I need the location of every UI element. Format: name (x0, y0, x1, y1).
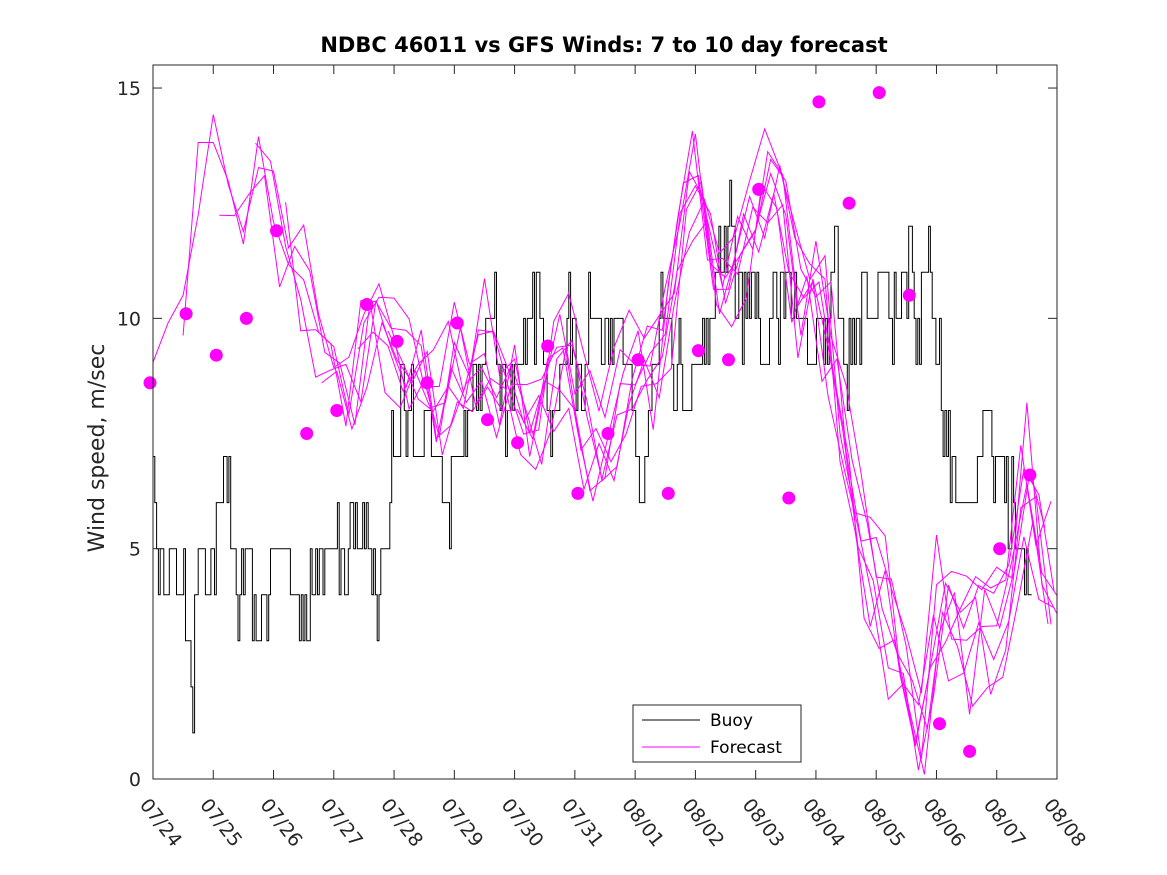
forecast-marker (270, 224, 283, 238)
legend-box (632, 704, 802, 763)
forecast-line (219, 174, 1049, 730)
forecast-marker (601, 427, 615, 440)
legend-label-buoy: Buoy (710, 711, 753, 731)
axes-frame (152, 64, 1058, 780)
forecast-marker (933, 717, 946, 731)
forecast-marker (239, 311, 253, 325)
forecast-marker (631, 353, 645, 367)
forecast-marker (481, 413, 494, 427)
forecast-marker (179, 307, 193, 321)
forecast-marker (300, 427, 314, 440)
chart-title: NDBC 46011 vs GFS Winds: 7 to 10 day for… (320, 33, 887, 57)
forecast-marker (691, 344, 705, 358)
forecast-marker (752, 182, 766, 196)
y-tick-label: 0 (129, 769, 141, 791)
forecast-marker (1023, 468, 1037, 482)
markers-layer (143, 86, 1037, 758)
y-tick-label: 15 (117, 78, 141, 100)
legend: Buoy Forecast (632, 704, 802, 763)
forecast-marker (722, 353, 735, 367)
forecast-marker (661, 486, 675, 500)
forecast-marker (450, 316, 464, 330)
forecast-marker (420, 376, 434, 390)
y-axis-label: Wind speed, m/sec (85, 344, 110, 553)
forecast-marker (842, 196, 856, 210)
y-tick-label: 10 (117, 308, 141, 330)
forecast-marker (390, 334, 404, 348)
forecast-marker (993, 542, 1007, 556)
forecast-marker (541, 339, 555, 353)
plot-area: 07/24 07/25 07/26 07/27 07/28 07/29 07/30 07/31… (117, 64, 1090, 851)
forecast-marker (330, 404, 344, 417)
forecast-marker (511, 436, 525, 450)
buoy-line (153, 179, 1032, 734)
series-buoy-layer (153, 179, 1032, 734)
forecast-marker (143, 376, 157, 390)
forecast-marker (360, 298, 374, 311)
legend-label-forecast: Forecast (710, 738, 782, 758)
forecast-line (285, 131, 1055, 771)
forecast-line (387, 127, 1052, 743)
y-tick-label: 5 (129, 539, 141, 561)
forecast-marker (872, 86, 886, 100)
forecast-marker (902, 288, 916, 302)
forecast-marker (571, 486, 585, 500)
forecast-marker (812, 95, 826, 109)
forecast-marker (963, 744, 977, 758)
forecast-marker (209, 348, 223, 362)
axes-box (153, 65, 1057, 779)
forecast-marker (782, 491, 796, 505)
series-forecast-layer (152, 114, 1058, 775)
